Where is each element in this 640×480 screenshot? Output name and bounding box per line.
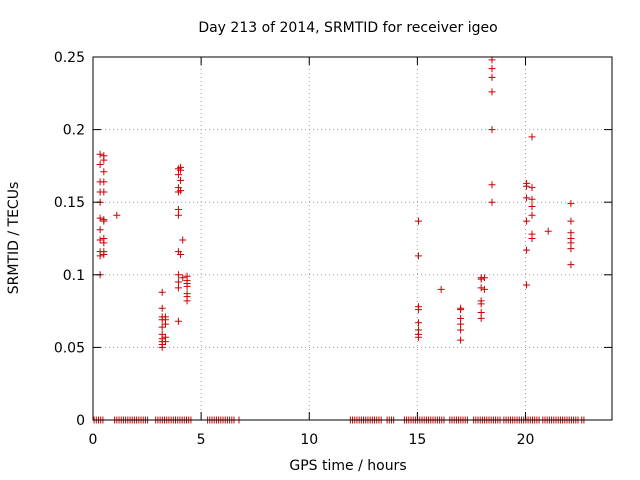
data-point — [488, 126, 496, 134]
data-point — [177, 187, 185, 195]
plot-frame — [92, 56, 613, 421]
data-point — [414, 333, 422, 341]
data-point — [96, 226, 104, 234]
x-axis-label: GPS time / hours — [289, 458, 406, 474]
data-point — [488, 181, 496, 189]
y-tick-label: 0.2 — [63, 123, 85, 139]
data-point — [183, 282, 191, 290]
chart-title: Day 213 of 2014, SRMTID for receiver ige… — [198, 20, 497, 36]
data-point — [100, 168, 108, 176]
x-tick-label: 15 — [408, 432, 426, 448]
data-point — [528, 203, 536, 211]
y-tick-label: 0.15 — [54, 195, 85, 211]
data-point — [567, 245, 575, 253]
data-point — [528, 133, 536, 141]
data-point — [488, 198, 496, 206]
data-point — [457, 306, 465, 314]
data-point — [528, 235, 536, 242]
data-point — [161, 338, 169, 346]
data-point — [96, 214, 104, 222]
data-point — [113, 211, 121, 219]
data-point — [457, 336, 465, 344]
data-point — [414, 306, 422, 314]
data-point — [174, 284, 182, 292]
data-point — [158, 304, 166, 312]
data-point — [528, 195, 536, 203]
data-point — [567, 217, 575, 225]
data-point — [96, 160, 104, 168]
data-point — [477, 275, 485, 283]
data-point — [174, 211, 182, 219]
x-tick-label: 20 — [517, 432, 535, 448]
data-point — [100, 239, 108, 247]
data-point — [96, 150, 104, 158]
data-point — [100, 217, 108, 225]
grid — [93, 57, 612, 420]
y-tick-label: 0.05 — [54, 340, 85, 356]
data-point — [174, 317, 182, 325]
data-point — [528, 184, 536, 192]
data-marks — [93, 56, 587, 424]
data-point — [100, 156, 108, 164]
data-point — [414, 252, 422, 260]
data-point — [174, 271, 182, 279]
data-point — [523, 194, 531, 202]
data-point — [179, 274, 187, 282]
y-axis-label: SRMTID / TECUs — [6, 182, 22, 295]
y-tick-label: 0.1 — [63, 268, 85, 284]
data-point — [158, 343, 166, 351]
data-point — [523, 217, 531, 225]
data-point — [183, 297, 191, 305]
data-point — [488, 65, 496, 73]
data-point — [100, 178, 108, 186]
axis-ticks: 0 0.05 0.1 0.15 0.2 0.25 0 5 10 15 20 — [54, 50, 612, 448]
data-point — [477, 300, 485, 308]
data-point — [161, 320, 169, 328]
data-point — [100, 250, 108, 258]
data-point — [523, 281, 531, 289]
x-tick-label: 0 — [89, 432, 98, 448]
data-point — [96, 252, 104, 260]
data-point — [488, 56, 496, 64]
data-point — [567, 261, 575, 269]
data-point — [544, 227, 552, 235]
data-point — [174, 171, 182, 179]
data-point — [480, 274, 488, 282]
data-point — [179, 236, 187, 244]
y-tick-label: 0 — [76, 413, 85, 429]
x-tick-label: 5 — [197, 432, 206, 448]
data-point — [523, 246, 531, 254]
data-point — [414, 217, 422, 225]
data-point — [523, 182, 531, 190]
data-point — [567, 200, 575, 208]
data-point — [96, 236, 104, 244]
data-point — [437, 285, 445, 293]
x-tick-label: 10 — [300, 432, 318, 448]
data-point — [158, 288, 166, 296]
data-point — [480, 285, 488, 293]
data-point — [528, 211, 536, 219]
data-point — [100, 188, 108, 196]
data-point — [177, 250, 185, 258]
data-point — [488, 73, 496, 81]
data-point — [477, 314, 485, 322]
data-point — [488, 88, 496, 96]
y-tick-label: 0.25 — [54, 50, 85, 66]
data-point — [414, 319, 422, 327]
data-point — [457, 326, 465, 334]
data-point — [177, 176, 185, 184]
data-point — [177, 166, 185, 174]
data-point — [477, 284, 485, 292]
data-point — [158, 323, 166, 331]
